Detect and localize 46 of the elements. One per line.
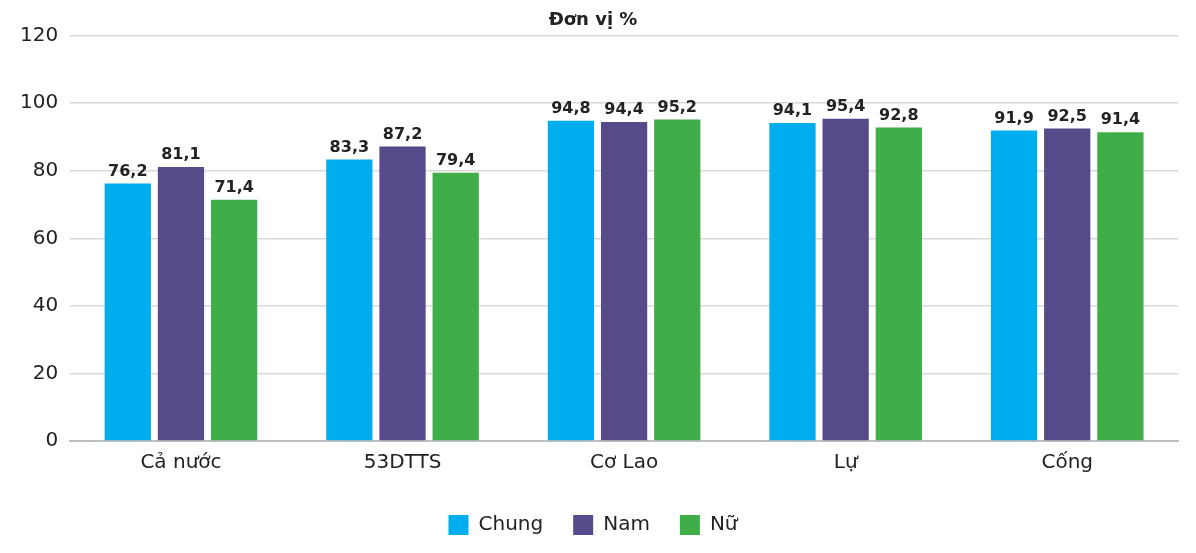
data-label: 83,3: [329, 136, 370, 156]
data-label: 94,4: [604, 99, 644, 119]
legend-label: Chung: [478, 511, 544, 536]
x-tick-label: 53DTTS: [363, 449, 442, 474]
y-tick-label: 80: [32, 156, 59, 181]
data-label: 91,9: [994, 107, 1034, 127]
data-label: 95,2: [657, 96, 697, 116]
bar: [211, 199, 258, 441]
bar: [822, 118, 869, 441]
bar: [1044, 128, 1091, 441]
bar: [990, 130, 1038, 441]
bar: [157, 167, 205, 441]
legend-label: Nữ: [709, 511, 739, 536]
bar: [600, 122, 648, 441]
x-tick-label: Lự: [833, 449, 859, 474]
bar: [379, 146, 426, 441]
y-tick-label: 120: [19, 21, 59, 46]
data-label: 91,4: [1100, 109, 1141, 129]
data-label: 92,8: [879, 104, 919, 124]
data-label: 71,4: [214, 176, 254, 196]
data-label: 81,1: [161, 144, 201, 164]
bar: [875, 127, 922, 441]
x-tick-label: Cống: [1041, 449, 1094, 474]
x-tick-label: Cả nước: [140, 449, 222, 474]
bar: [432, 172, 479, 441]
data-label: 76,2: [108, 160, 148, 180]
data-label: 94,8: [551, 97, 591, 117]
chart-title: Đơn vị %: [548, 8, 638, 30]
data-label: 87,2: [382, 123, 423, 143]
bar: [1097, 132, 1144, 441]
bar: [326, 159, 373, 441]
legend-label: Nam: [603, 511, 650, 536]
y-tick-label: 60: [32, 224, 59, 249]
bar: [104, 183, 151, 441]
data-label: 95,4: [825, 95, 866, 115]
bar: [654, 119, 701, 441]
data-label: 94,1: [772, 100, 813, 120]
y-tick-label: 40: [32, 292, 59, 317]
bar: [769, 123, 816, 441]
data-label: 79,4: [435, 149, 476, 169]
y-tick-label: 100: [19, 89, 59, 114]
data-label: 92,5: [1047, 105, 1087, 125]
y-tick-label: 0: [45, 427, 59, 452]
y-tick-label: 20: [32, 359, 59, 384]
x-tick-label: Cơ Lao: [589, 449, 659, 474]
bar: [547, 120, 595, 441]
